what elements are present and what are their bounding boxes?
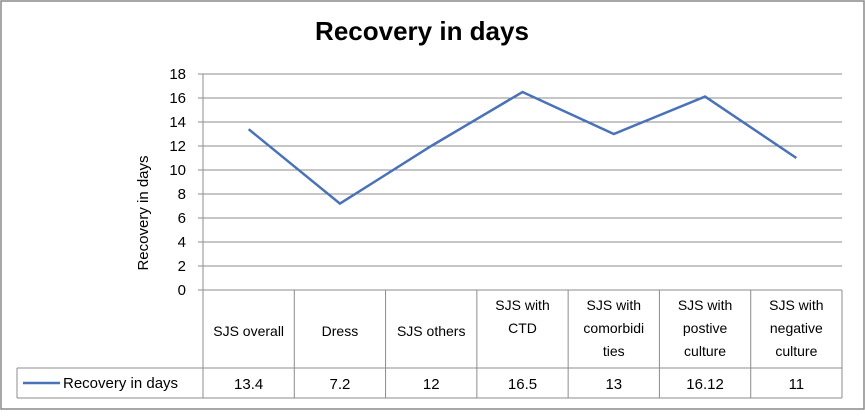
category-label: Dress [322,323,359,339]
y-tick-label: 18 [169,66,186,83]
y-tick-label: 2 [178,258,186,275]
data-value-label: 16.5 [508,376,537,393]
y-tick-label: 4 [178,234,186,251]
y-tick-label: 12 [169,138,186,155]
y-tick-label: 14 [169,114,186,131]
y-tick-label: 10 [169,162,186,179]
y-axis-label: Recovery in days [135,155,152,270]
chart-border [1,1,864,409]
data-value-label: 11 [789,376,805,393]
y-tick-label: 8 [178,186,186,203]
y-tick-label: 16 [169,90,186,107]
data-value-label: 13.4 [234,376,263,393]
data-value-label: 16.12 [686,376,724,393]
legend-label: Recovery in days [63,375,178,392]
data-value-label: 7.2 [329,376,350,393]
chart-title: Recovery in days [315,16,529,46]
data-value-label: 12 [423,376,440,393]
y-tick-label: 0 [178,282,186,299]
y-tick-label: 6 [178,210,186,227]
data-value-label: 13 [605,376,622,393]
category-label: SJS overall [213,323,284,339]
category-label: SJS others [397,323,465,339]
